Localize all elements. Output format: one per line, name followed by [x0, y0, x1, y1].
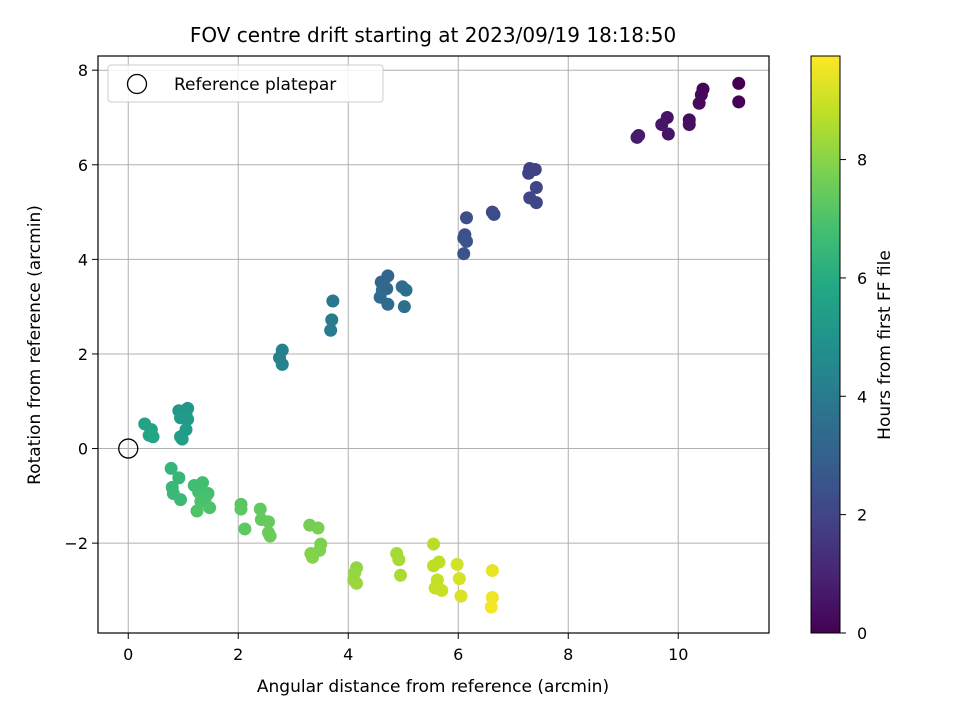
data-point	[203, 501, 217, 515]
data-point	[399, 283, 413, 297]
colorbar-ticks: 0 2 4 6 8	[840, 151, 867, 643]
x-axis-label: Angular distance from reference (arcmin)	[257, 677, 609, 697]
data-point	[450, 557, 464, 571]
reference-marker-layer	[118, 438, 139, 459]
data-point	[457, 247, 471, 261]
x-axis: 0 2 4 6 8 10	[123, 633, 688, 664]
data-point	[485, 564, 499, 578]
legend-entry-label: Reference platepar	[174, 75, 336, 95]
data-point	[529, 180, 543, 194]
y-tick-label: 4	[78, 250, 88, 269]
data-point	[485, 591, 499, 605]
x-tick-label: 4	[343, 645, 353, 664]
data-point	[394, 568, 407, 582]
data-point	[392, 553, 406, 567]
data-point	[324, 323, 338, 337]
data-point	[484, 600, 498, 614]
data-point	[311, 521, 325, 535]
data-point	[146, 430, 160, 444]
y-tick-label: 0	[78, 440, 88, 459]
data-point	[630, 130, 644, 144]
data-point	[460, 211, 473, 225]
colorbar-tick-label: 8	[857, 151, 867, 170]
legend: Reference platepar	[107, 64, 384, 103]
data-point	[732, 95, 746, 109]
data-points	[138, 76, 746, 614]
colorbar-tick-label: 2	[857, 506, 867, 525]
data-point	[661, 127, 675, 141]
data-point	[306, 550, 319, 564]
x-tick-label: 10	[668, 645, 688, 664]
x-tick-label: 8	[563, 645, 573, 664]
data-point	[454, 589, 468, 603]
x-tick-label: 2	[233, 645, 243, 664]
colorbar-gradient	[810, 55, 841, 634]
data-point	[190, 504, 204, 518]
x-tick-label: 6	[453, 645, 463, 664]
data-point	[238, 522, 252, 536]
x-tick-label: 0	[123, 645, 133, 664]
data-point	[682, 118, 696, 132]
data-point	[692, 96, 706, 110]
data-point	[529, 196, 543, 210]
data-point	[397, 300, 411, 314]
data-point	[732, 76, 746, 90]
colorbar-tick-label: 6	[857, 269, 867, 288]
y-tick-label: 8	[78, 61, 88, 80]
data-point	[253, 502, 267, 516]
data-point	[350, 576, 363, 590]
data-point	[460, 234, 473, 248]
data-point	[432, 555, 446, 569]
data-point	[172, 471, 186, 485]
y-axis: −2 0 2 4 6 8	[64, 61, 98, 553]
data-point	[487, 207, 501, 221]
data-point	[381, 297, 395, 311]
data-point	[522, 166, 536, 180]
y-tick-label: 2	[78, 345, 88, 364]
data-point	[175, 432, 189, 446]
y-tick-label: −2	[64, 534, 88, 553]
colorbar-label: Hours from first FF file	[875, 250, 895, 440]
legend-box	[107, 64, 384, 103]
colorbar: 0 2 4 6 8 Hours from first FF file	[810, 55, 895, 643]
plot-frame	[97, 55, 770, 634]
data-point	[263, 529, 277, 543]
reference-point-marker	[118, 438, 139, 459]
legend-open-circle-marker	[126, 73, 148, 95]
data-point	[655, 118, 669, 132]
data-point	[262, 515, 275, 529]
data-point	[164, 461, 178, 475]
data-point	[275, 357, 289, 371]
data-point	[181, 412, 195, 426]
colorbar-tick-label: 0	[857, 624, 867, 643]
data-point	[325, 313, 339, 327]
data-point	[427, 537, 440, 551]
colorbar-tick-label: 4	[857, 387, 867, 406]
chart-title: FOV centre drift starting at 2023/09/19 …	[190, 23, 676, 47]
y-axis-label: Rotation from reference (arcmin)	[25, 205, 45, 485]
data-point	[435, 583, 449, 597]
y-tick-label: 6	[78, 156, 88, 175]
data-point	[234, 502, 248, 516]
data-point	[326, 294, 340, 308]
data-point	[174, 493, 187, 507]
data-point	[452, 572, 466, 586]
